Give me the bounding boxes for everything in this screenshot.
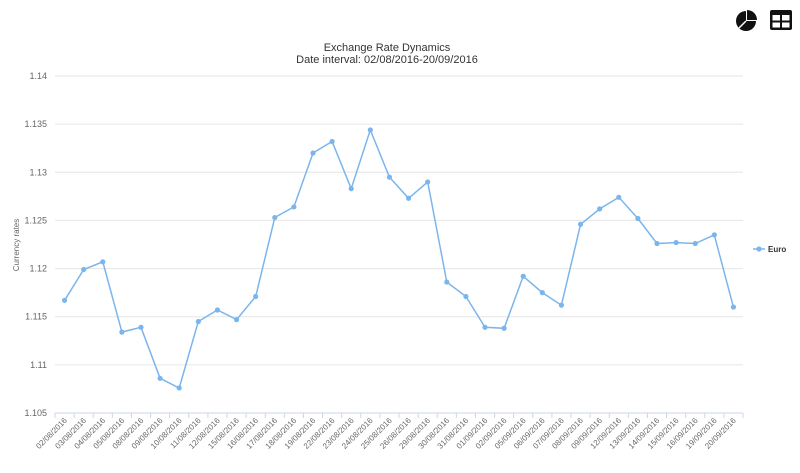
data-point[interactable] (138, 324, 144, 330)
chart-toolbar (734, 8, 794, 32)
legend-label[interactable]: Euro (768, 245, 786, 254)
series-group (61, 127, 737, 391)
pie-chart-button[interactable] (734, 8, 760, 32)
y-tick-label: 1.115 (25, 312, 47, 322)
data-point[interactable] (405, 195, 412, 201)
data-point[interactable] (501, 325, 507, 331)
grid-lines (55, 75, 743, 414)
data-point[interactable] (635, 215, 641, 222)
data-point[interactable] (329, 138, 335, 145)
series-line-euro (63, 127, 735, 390)
legend-marker (756, 246, 762, 252)
data-point[interactable] (214, 307, 221, 313)
data-point[interactable] (463, 293, 469, 300)
chart-subtitle: Date interval: 02/08/2016-20/09/2016 (296, 54, 478, 66)
data-point[interactable] (367, 127, 373, 133)
data-point[interactable] (558, 302, 565, 308)
pie-chart-icon (736, 10, 757, 31)
x-axis-ticks: 02/08/201603/08/201604/08/201605/08/2016… (34, 413, 744, 451)
y-tick-label: 1.105 (24, 408, 47, 418)
y-tick-label: 1.14 (29, 71, 47, 81)
data-point[interactable] (616, 194, 622, 200)
data-point[interactable] (425, 179, 431, 185)
data-point[interactable] (348, 186, 354, 192)
y-tick-label: 1.125 (24, 215, 47, 225)
legend[interactable]: Euro (753, 245, 786, 254)
y-axis-title: Currency rates (12, 219, 21, 271)
data-point[interactable] (100, 259, 106, 265)
table-icon (770, 10, 792, 30)
data-point[interactable] (730, 304, 737, 310)
data-point[interactable] (539, 290, 545, 296)
y-tick-label: 1.12 (29, 264, 47, 274)
data-point[interactable] (654, 240, 660, 247)
data-point[interactable] (81, 266, 87, 273)
data-point[interactable] (61, 297, 68, 303)
data-point[interactable] (692, 240, 698, 247)
data-point[interactable] (310, 150, 316, 156)
data-point[interactable] (253, 293, 259, 300)
data-point[interactable] (119, 329, 125, 335)
data-point[interactable] (673, 239, 679, 246)
y-tick-label: 1.13 (29, 167, 47, 177)
data-point[interactable] (386, 174, 393, 180)
data-point[interactable] (195, 318, 201, 325)
data-point[interactable] (711, 232, 717, 238)
table-view-button[interactable] (768, 8, 794, 32)
y-axis-ticks: 1.105 1.11 1.115 1.12 1.125 1.13 1.135 1.14 (24, 71, 47, 418)
data-point[interactable] (291, 204, 297, 210)
data-point[interactable] (272, 214, 278, 221)
data-point[interactable] (176, 385, 182, 391)
y-tick-label: 1.11 (30, 360, 47, 370)
data-point[interactable] (520, 273, 526, 279)
data-point[interactable] (482, 324, 488, 330)
data-point[interactable] (597, 206, 603, 212)
data-point[interactable] (577, 221, 584, 227)
y-tick-label: 1.135 (24, 119, 47, 129)
data-point[interactable] (157, 375, 163, 381)
data-point[interactable] (444, 279, 450, 285)
data-point[interactable] (233, 317, 240, 323)
chart-title: Exchange Rate Dynamics (324, 42, 451, 54)
